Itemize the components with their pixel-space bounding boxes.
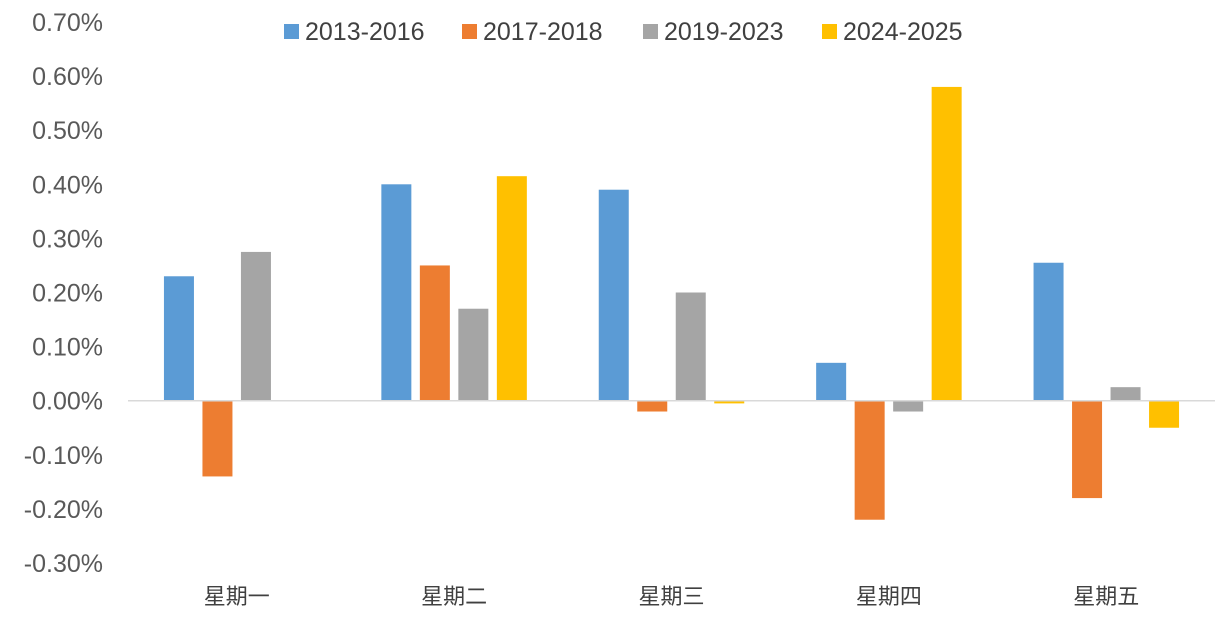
bar-2013-2016-星期一 — [163, 276, 194, 401]
bar-2024-2025-星期三 — [714, 400, 745, 404]
y-tick-label: 0.30% — [32, 225, 103, 253]
y-tick-label: 0.50% — [32, 117, 103, 145]
bar-2013-2016-星期五 — [1033, 262, 1064, 401]
bar-2017-2018-星期五 — [1072, 400, 1103, 499]
y-tick-label: -0.10% — [24, 442, 103, 470]
x-tick-label: 星期二 — [421, 585, 487, 610]
bar-2019-2023-星期四 — [893, 400, 924, 412]
bar-2019-2023-星期三 — [675, 292, 706, 401]
x-tick-label: 星期三 — [638, 585, 704, 610]
bar-2017-2018-星期三 — [637, 400, 668, 412]
bar-2019-2023-星期五 — [1110, 387, 1141, 401]
legend-label: 2017-2018 — [483, 18, 603, 46]
x-tick-label: 星期一 — [204, 585, 270, 610]
legend-swatch — [822, 24, 837, 39]
y-tick-label: 0.40% — [32, 171, 103, 199]
y-tick-label: -0.30% — [24, 550, 103, 578]
legend-swatch — [284, 24, 299, 39]
bar-2019-2023-星期二 — [458, 308, 489, 401]
y-tick-label: -0.20% — [24, 496, 103, 524]
y-tick-label: 0.10% — [32, 334, 103, 362]
legend-swatch — [643, 24, 658, 39]
y-tick-label: 0.70% — [32, 9, 103, 37]
bar-2017-2018-星期一 — [202, 400, 233, 477]
legend-label: 2024-2025 — [843, 18, 963, 46]
x-tick-label: 星期四 — [856, 585, 922, 610]
bar-2013-2016-星期四 — [816, 362, 847, 401]
y-axis-ticks: 0.70% 0.60% 0.50% 0.40% 0.30% 0.20% 0.10% 0.00%… — [24, 9, 103, 578]
y-tick-label: 0.20% — [32, 280, 103, 308]
bar-2017-2018-星期四 — [854, 400, 885, 520]
bar-2024-2025-星期四 — [931, 86, 962, 401]
bar-2024-2025-星期二 — [496, 176, 527, 401]
bar-2013-2016-星期三 — [598, 189, 629, 401]
bar-2024-2025-星期五 — [1149, 400, 1180, 428]
y-tick-label: 0.60% — [32, 63, 103, 91]
bar-2013-2016-星期二 — [381, 184, 412, 401]
y-tick-label: 0.00% — [32, 388, 103, 416]
legend-label: 2013-2016 — [305, 18, 425, 46]
legend-swatch — [462, 24, 477, 39]
legend-label: 2019-2023 — [664, 18, 784, 46]
bars — [163, 86, 1180, 520]
bar-2019-2023-星期一 — [240, 251, 271, 401]
x-tick-label: 星期五 — [1073, 585, 1139, 610]
x-axis-ticks: 星期一 星期二 星期三 星期四 星期五 — [204, 585, 1140, 610]
legend: 2013-2016 2017-2018 2019-2023 2024-2025 — [284, 18, 963, 46]
bar-2017-2018-星期二 — [419, 265, 450, 401]
